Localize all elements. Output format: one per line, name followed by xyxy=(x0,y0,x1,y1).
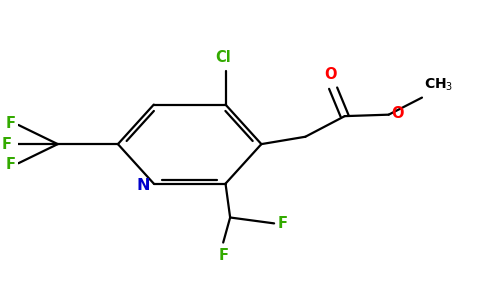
Text: F: F xyxy=(6,116,16,131)
Text: Cl: Cl xyxy=(215,50,231,65)
Text: O: O xyxy=(391,106,404,121)
Text: F: F xyxy=(6,157,16,172)
Text: F: F xyxy=(218,248,228,263)
Text: O: O xyxy=(325,67,337,82)
Text: CH$_3$: CH$_3$ xyxy=(424,77,454,93)
Text: F: F xyxy=(1,136,12,152)
Text: N: N xyxy=(137,178,151,193)
Text: F: F xyxy=(278,216,288,231)
